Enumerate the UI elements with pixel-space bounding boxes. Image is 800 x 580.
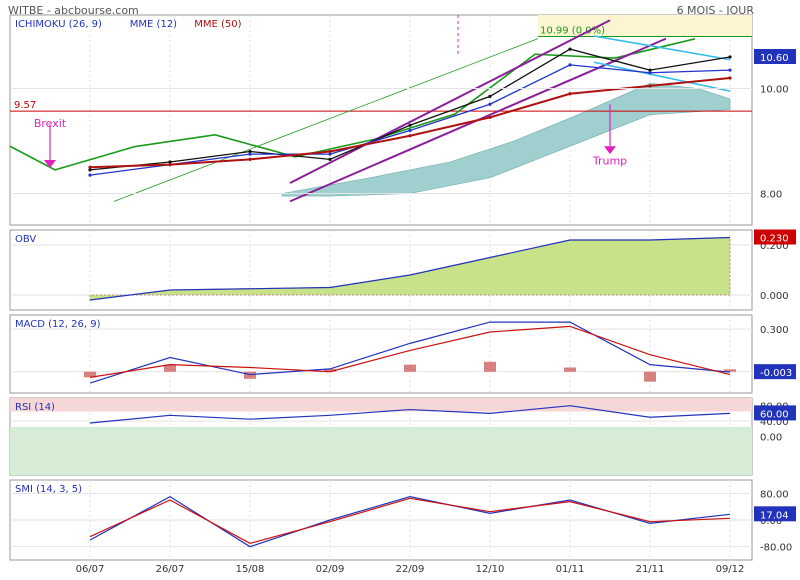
macd-histogram-bar bbox=[324, 368, 336, 372]
y-tick-label: 0.00 bbox=[760, 516, 782, 527]
last-value-label: 60.00 bbox=[760, 409, 789, 420]
legend-entry: OBV bbox=[15, 234, 36, 245]
rsi-overbought-zone bbox=[10, 398, 752, 412]
trend-blue-lower bbox=[593, 61, 731, 92]
x-tick-label: 02/09 bbox=[316, 564, 345, 575]
series-point bbox=[568, 47, 572, 51]
panel-frame-2 bbox=[9, 314, 753, 394]
series-point bbox=[648, 84, 652, 88]
series-point bbox=[168, 163, 172, 167]
macd-line bbox=[89, 321, 731, 384]
last-value-box bbox=[754, 364, 796, 380]
last-value-box bbox=[754, 405, 796, 421]
series-point bbox=[728, 76, 732, 80]
last-value-box bbox=[754, 506, 796, 522]
series-point bbox=[88, 168, 92, 172]
series-point bbox=[488, 94, 492, 98]
y-tick-label: 0.200 bbox=[760, 241, 789, 252]
rsi-line bbox=[89, 405, 731, 424]
resistance-label: 9.57 bbox=[14, 100, 36, 111]
x-tick-label: 26/07 bbox=[156, 564, 185, 575]
series-point bbox=[408, 134, 412, 138]
x-tick-label: 01/11 bbox=[556, 564, 585, 575]
last-value-box bbox=[754, 229, 796, 245]
y-tick-label: 10.00 bbox=[760, 85, 789, 96]
legend-entry: MME (12) bbox=[130, 19, 177, 30]
y-tick-label: 80.00 bbox=[760, 489, 789, 500]
y-tick-label: 0.300 bbox=[760, 325, 789, 336]
last-value-box bbox=[754, 49, 796, 64]
series-point bbox=[648, 68, 652, 72]
annotation-brexit: Brexit bbox=[34, 117, 67, 130]
series-point bbox=[408, 128, 412, 133]
series-point bbox=[328, 152, 332, 156]
trump-arrow-head bbox=[604, 146, 616, 155]
series-point bbox=[248, 152, 252, 156]
x-tick-label: 21/11 bbox=[636, 564, 665, 575]
legend-entry: ICHIMOKU (26, 9) bbox=[15, 19, 102, 30]
last-value-label: 10.60 bbox=[760, 53, 789, 64]
series-point bbox=[728, 55, 732, 59]
ichimoku-cloud bbox=[281, 82, 731, 197]
series-point bbox=[328, 149, 332, 154]
x-tick-label: 12/10 bbox=[476, 564, 505, 575]
brexit-arrow-head bbox=[44, 160, 56, 168]
y-tick-label: 0.00 bbox=[760, 433, 782, 444]
macd-histogram-bar bbox=[484, 361, 496, 372]
green-line bbox=[9, 38, 696, 171]
series-point bbox=[328, 157, 332, 161]
series-point bbox=[248, 157, 252, 161]
macd-histogram-bar bbox=[644, 371, 656, 382]
macd-histogram-bar bbox=[404, 364, 416, 372]
y-tick-label: 40.00 bbox=[760, 417, 789, 428]
macd-histogram-bar bbox=[724, 369, 736, 372]
y-tick-label: 0.000 bbox=[760, 291, 789, 302]
series-point bbox=[248, 149, 252, 154]
legend-entry: RSI (14) bbox=[15, 402, 55, 413]
x-tick-label: 15/08 bbox=[236, 564, 265, 575]
y-tick-label: 8.00 bbox=[760, 190, 782, 201]
series-point bbox=[488, 102, 492, 106]
series-point bbox=[88, 173, 92, 177]
x-tick-label: 06/07 bbox=[76, 564, 105, 575]
macd-signal-line bbox=[89, 325, 731, 378]
macd-histogram-bar bbox=[84, 371, 96, 378]
x-tick-label: 09/12 bbox=[716, 564, 745, 575]
y-tick-label: -80.00 bbox=[760, 543, 792, 554]
obv-line bbox=[89, 236, 731, 301]
x-tick-label: 22/09 bbox=[396, 564, 425, 575]
smi-signal-line bbox=[89, 497, 731, 544]
last-value-label: -0.003 bbox=[760, 368, 792, 379]
resistance-zone bbox=[538, 15, 752, 37]
macd-histogram-bar bbox=[564, 367, 576, 372]
series-point bbox=[728, 68, 732, 72]
series-point bbox=[568, 92, 572, 96]
trend-blue-upper bbox=[593, 35, 731, 61]
period-label: 6 MOIS - JOUR bbox=[676, 4, 754, 17]
page-title: WITBE - abcbourse.com bbox=[8, 4, 139, 17]
panel-frame-1 bbox=[9, 229, 753, 311]
rsi-oversold-zone bbox=[10, 426, 752, 475]
last-value-label: 0.230 bbox=[760, 234, 789, 245]
channel-line-upper bbox=[289, 19, 611, 184]
series-point bbox=[568, 63, 572, 67]
series-point bbox=[88, 165, 92, 169]
series-point bbox=[488, 115, 492, 119]
panel-frame-0 bbox=[9, 14, 753, 226]
series-point bbox=[168, 160, 172, 164]
high-annotation: 10.99 (0.0%) bbox=[540, 26, 605, 37]
annotation-trump: Trump bbox=[592, 155, 627, 168]
last-value-label: 17.04 bbox=[760, 510, 789, 521]
legend-entry: SMI (14, 3, 5) bbox=[15, 484, 82, 495]
series-point bbox=[648, 71, 652, 75]
macd-histogram-bar bbox=[244, 371, 256, 379]
macd-histogram-bar bbox=[164, 364, 176, 372]
legend-entry: MME (50) bbox=[194, 19, 241, 30]
legend-entry: MACD (12, 26, 9) bbox=[15, 319, 101, 330]
trend-line bbox=[113, 38, 539, 202]
series-point bbox=[408, 123, 412, 127]
